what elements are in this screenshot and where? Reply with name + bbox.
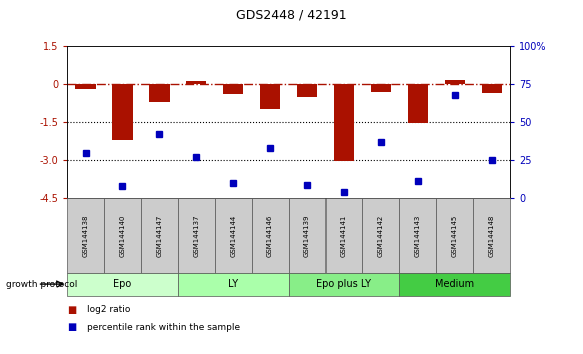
Text: GSM144147: GSM144147: [156, 214, 162, 257]
Bar: [399, 273, 510, 296]
Text: log2 ratio: log2 ratio: [87, 305, 131, 314]
Text: GSM144148: GSM144148: [489, 214, 494, 257]
Text: GSM144142: GSM144142: [378, 214, 384, 257]
Bar: [67, 273, 178, 296]
Text: percentile rank within the sample: percentile rank within the sample: [87, 323, 241, 332]
Text: ■: ■: [67, 305, 76, 315]
Text: GSM144146: GSM144146: [267, 214, 273, 257]
Bar: [371, 84, 391, 92]
Text: GSM144143: GSM144143: [415, 214, 421, 257]
Bar: [223, 84, 243, 94]
Bar: [482, 84, 502, 93]
Bar: [289, 273, 399, 296]
Bar: [325, 198, 363, 273]
Bar: [104, 198, 141, 273]
Text: Epo: Epo: [113, 279, 132, 289]
Bar: [141, 198, 178, 273]
Text: GSM144137: GSM144137: [194, 214, 199, 257]
Bar: [186, 81, 206, 84]
Bar: [149, 84, 170, 102]
Text: GSM144139: GSM144139: [304, 214, 310, 257]
Bar: [67, 198, 104, 273]
Bar: [252, 198, 289, 273]
Bar: [75, 84, 96, 89]
Text: GSM144138: GSM144138: [83, 214, 89, 257]
Bar: [289, 198, 325, 273]
Text: GSM144140: GSM144140: [120, 214, 125, 257]
Text: Epo plus LY: Epo plus LY: [317, 279, 371, 289]
Text: GSM144145: GSM144145: [452, 214, 458, 257]
Text: GSM144144: GSM144144: [230, 214, 236, 257]
Text: ■: ■: [67, 322, 76, 332]
Bar: [297, 84, 317, 97]
Bar: [363, 198, 399, 273]
Bar: [113, 84, 132, 140]
Bar: [178, 198, 215, 273]
Bar: [399, 198, 436, 273]
Bar: [408, 84, 428, 124]
Text: growth protocol: growth protocol: [6, 280, 77, 289]
Text: GSM144141: GSM144141: [341, 214, 347, 257]
Bar: [436, 198, 473, 273]
Bar: [178, 273, 289, 296]
Text: LY: LY: [228, 279, 238, 289]
Text: Medium: Medium: [435, 279, 475, 289]
Bar: [215, 198, 252, 273]
Bar: [260, 84, 280, 109]
Text: GDS2448 / 42191: GDS2448 / 42191: [236, 8, 347, 21]
Bar: [445, 80, 465, 84]
Bar: [473, 198, 510, 273]
Bar: [334, 84, 354, 161]
